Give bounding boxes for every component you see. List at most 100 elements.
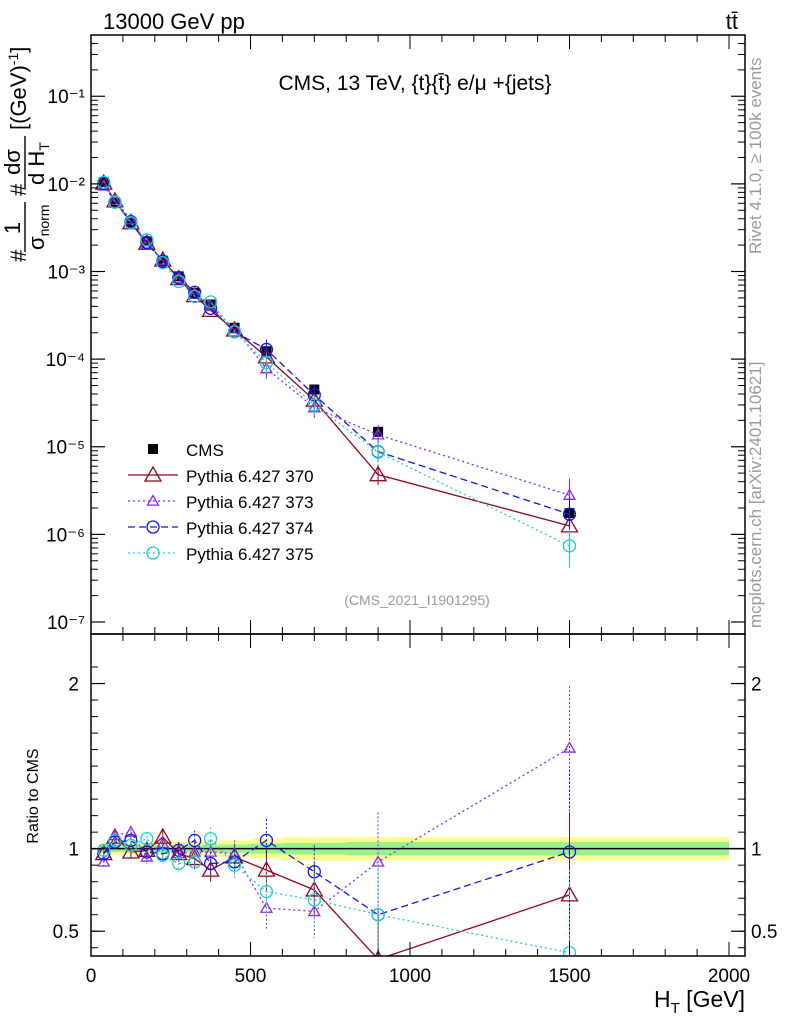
ratio-point (97, 855, 111, 867)
ratio-point (121, 842, 140, 859)
ratio-point (201, 860, 220, 877)
mcplots-label: mcplots.cern.ch [arXiv:2401.10621] (746, 362, 765, 628)
main-plot-area (94, 173, 579, 568)
point (189, 287, 200, 298)
ratio-point (108, 833, 122, 848)
ratio-point (140, 845, 154, 859)
point (137, 233, 156, 250)
point (368, 465, 388, 482)
x-tick-label: 1000 (389, 966, 431, 987)
legend-entry-pythia-6-427-370: Pythia 6.427 370 (128, 465, 314, 486)
ratio-y-tick-label-right: 0.5 (751, 922, 777, 943)
y-tick-label: 10⁻⁵ (46, 438, 85, 459)
ratio-point (124, 833, 138, 848)
svg-text:dσ: dσ (0, 149, 25, 175)
ratio-point (227, 855, 242, 869)
point (188, 289, 202, 304)
series-pythia-6-427-375 (97, 175, 577, 568)
point (203, 295, 218, 309)
legend-label: Pythia 6.427 374 (186, 519, 314, 538)
point (307, 398, 321, 412)
ratio-point (227, 858, 242, 872)
legend-marker (146, 494, 160, 506)
point (562, 507, 577, 521)
point (124, 216, 138, 230)
ratio-y-tick-label-right: 2 (751, 675, 762, 696)
point (371, 445, 385, 459)
point (205, 299, 216, 310)
ratio-point (188, 855, 202, 869)
point (229, 322, 240, 333)
series-line (103, 182, 570, 547)
svg-text:HT [GeV]: HT [GeV] (654, 986, 745, 1017)
point (105, 191, 125, 208)
x-tick-label: 500 (235, 966, 267, 987)
series-line (103, 185, 570, 496)
ratio-panel: 0 500 1000 1500 2000 0.5 0.5 1 1 2 2 Ratio to CMS (25, 633, 777, 987)
ratio-point (307, 904, 321, 917)
legend-label: CMS (186, 441, 224, 460)
ratio-point (97, 846, 111, 861)
ratio-series-pythia-6-427-374 (97, 769, 577, 956)
svg-text:σnorm: σnorm (24, 205, 52, 250)
ratio-point (259, 884, 274, 899)
ratio-point (140, 850, 154, 862)
legend-entry-cms: CMS (148, 441, 224, 460)
ratio-series-pythia-6-427-375 (97, 827, 577, 956)
svg-text:#: # (6, 249, 31, 262)
ratio-point (371, 908, 385, 922)
ratio-point (140, 832, 154, 846)
series-pythia-6-427-374 (97, 176, 577, 537)
point (156, 256, 170, 270)
point (173, 271, 184, 282)
y-axis-label-main: # 1 σnorm # dσ d HT [(GeV)-1] (0, 47, 52, 262)
ratio-plot-area (94, 686, 579, 956)
point (108, 195, 122, 209)
legend-entry-pythia-6-427-373: Pythia 6.427 373 (128, 493, 314, 512)
x-axis-label: HT [GeV] (654, 986, 745, 1017)
legend-marker (143, 465, 163, 482)
x-tick-label: 0 (86, 966, 97, 987)
y-tick-label: 10⁻³ (48, 262, 86, 283)
point (98, 177, 109, 188)
point (172, 274, 186, 289)
ratio-point (172, 856, 186, 871)
svg-text:d HT: d HT (24, 142, 52, 185)
point (203, 301, 218, 315)
ratio-point (259, 901, 274, 913)
plot-title: CMS, 13 TeV, {t}{t̄} e/μ +{jets} (278, 72, 551, 95)
series-line (103, 183, 570, 515)
main-panel: 10⁻⁷ 10⁻⁶ 10⁻⁵ 10⁻⁴ 10⁻³ 10⁻² 10⁻¹ CMS, 13 TeV,… (46, 34, 746, 635)
x-tick-label: 2000 (708, 966, 750, 987)
y-tick-label: 10⁻⁶ (46, 525, 85, 546)
ratio-point (259, 833, 274, 848)
legend-label: Pythia 6.427 375 (186, 545, 314, 564)
ratio-point (307, 893, 321, 907)
main-y-ticks: 10⁻⁷ 10⁻⁶ 10⁻⁵ 10⁻⁴ 10⁻³ 10⁻² 10⁻¹ (46, 34, 745, 634)
ratio-series-pythia-6-427-373 (97, 686, 577, 938)
y-tick-label: 10⁻⁴ (46, 350, 85, 371)
rivet-label: Rivet 4.1.0, ≥ 100k events (746, 58, 765, 254)
point (562, 539, 577, 553)
series-pythia-6-427-373 (97, 179, 577, 518)
ratio-point (124, 838, 138, 853)
point (108, 193, 122, 206)
ratio-frame (90, 633, 746, 957)
legend-entry-pythia-6-427-375: Pythia 6.427 375 (128, 545, 314, 564)
point (172, 271, 186, 285)
ratio-point (156, 848, 170, 862)
ratio-y-tick-label: 1 (68, 840, 79, 861)
analysis-watermark: (CMS_2021_I1901295) (344, 592, 490, 608)
legend-entry-pythia-6-427-374: Pythia 6.427 374 (128, 519, 314, 538)
ratio-point (560, 885, 579, 902)
ratio-point (305, 880, 324, 897)
svg-text:1: 1 (0, 222, 25, 234)
point (140, 233, 154, 247)
legend: CMS Pythia 6.427 370 Pythia 6.427 373 Pythi… (128, 441, 314, 564)
header-energy: 13000 GeV pp (103, 9, 245, 34)
ratio-point (562, 845, 577, 859)
ratio-point (203, 832, 218, 846)
legend-marker (148, 444, 158, 454)
ratio-point (562, 741, 577, 753)
y-tick-label: 10⁻¹ (48, 87, 86, 108)
